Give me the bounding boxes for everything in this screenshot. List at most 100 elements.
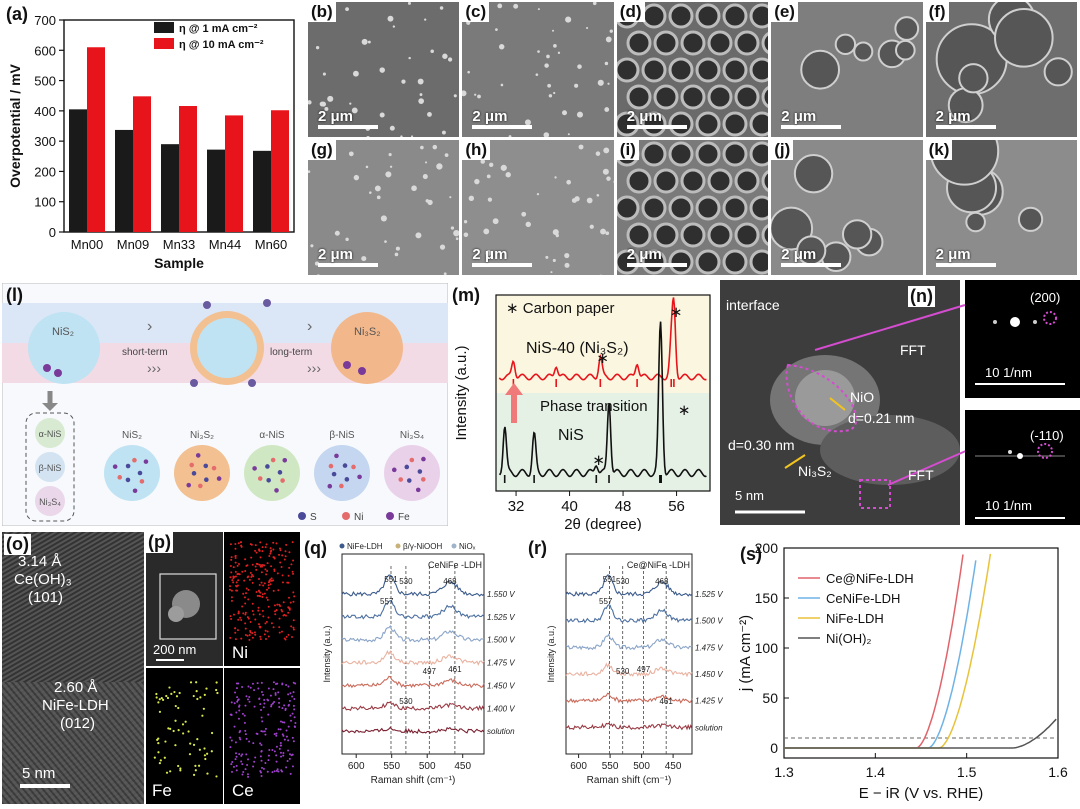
hrtem-lattice-image: 3.14 Å Ce(OH)₃ (101) 2.60 Å NiFe-LDH (01…	[2, 532, 144, 804]
a-ytick: 500	[34, 74, 56, 89]
o-012: (012)	[60, 715, 95, 732]
raman-ylabel: Intensity (a.u.)	[322, 625, 332, 682]
raman-spectrum	[342, 626, 484, 642]
a-ytick: 200	[34, 164, 56, 179]
s-xtick: 1.4	[866, 764, 886, 780]
a-bar	[161, 144, 179, 232]
panel-n: interface NiO d=0.21 nm d=0.30 nm Ni₃S₂ …	[720, 280, 1080, 525]
legend-dot	[298, 512, 306, 520]
raman-xtick: 600	[570, 761, 587, 772]
scale-bar-label: 2 μm	[627, 108, 662, 125]
legend-dot	[342, 512, 350, 520]
m-xlabel: 2θ (degree)	[564, 516, 642, 531]
m-carbon-marker: ∗	[670, 304, 683, 321]
raman-legend-label: β/γ-NiOOH	[403, 542, 442, 551]
a-bar	[179, 106, 197, 232]
o-d314: 3.14 Å	[18, 553, 61, 570]
a-ytick: 300	[34, 134, 56, 149]
a-ytick: 700	[34, 13, 56, 28]
legend-label: S	[310, 512, 317, 523]
scale-bar	[781, 263, 841, 267]
fft-top-scale: 10 1/nm	[985, 365, 1032, 380]
label-fft-1: FFT	[900, 342, 926, 358]
raman-spectrum	[566, 605, 692, 623]
s-ytick: 100	[755, 640, 779, 656]
svg-text:›››: ›››	[307, 360, 321, 376]
sem-image-f: 2 μm(f)	[926, 2, 1077, 137]
panel-label-n: (n)	[908, 286, 935, 307]
scale-bar	[318, 125, 378, 129]
raman-peak-label: 497	[637, 665, 651, 674]
m-series-label-2: NiS	[558, 427, 584, 444]
m-series-label-1: NiS-40 (Ni₃S₂)	[526, 340, 629, 357]
eds-mapping: 200 nm Ni Fe Ce	[146, 532, 300, 804]
panel-label-l: (l)	[6, 285, 23, 306]
s-ytick: 150	[755, 590, 779, 606]
arrow-label-short: short-term	[122, 347, 168, 358]
a-xtick: Mn33	[163, 237, 196, 252]
svg-text:›: ›	[147, 318, 152, 335]
raman-xtick: 450	[665, 761, 682, 772]
raman-spectrum	[566, 634, 692, 649]
raman-peak-label: 461	[659, 697, 673, 706]
raman-xlabel: Raman shift (cm⁻¹)	[371, 775, 456, 786]
panel-label-q: (q)	[304, 538, 327, 559]
scale-bar-label: 2 μm	[936, 246, 971, 263]
side-phase-label: Ni₃S₄	[39, 497, 61, 507]
raman-spectrum	[566, 723, 692, 729]
panel-label-o: (o)	[4, 534, 31, 555]
raman-sample-title: CeNiFe -LDH	[428, 560, 482, 570]
scale-bar	[781, 125, 841, 129]
raman-potential-label: 1.525 V	[695, 590, 723, 599]
o-d260: 2.60 Å	[54, 679, 97, 696]
a-legend-label: η @ 1 mA cm⁻²	[179, 23, 258, 35]
a-ylabel: Overpotential / mV	[7, 63, 23, 187]
raman-spectrum	[342, 676, 484, 687]
panel-label-r: (r)	[528, 538, 547, 559]
panel-label-i: (i)	[617, 140, 639, 160]
state-label-2: Ni₃S₂	[354, 326, 380, 338]
o-scale: 5 nm	[22, 765, 55, 782]
raman-ylabel: Intensity (a.u.)	[546, 625, 556, 682]
m-ylabel: Intensity (a.u.)	[453, 345, 470, 440]
m-carbon-marker: ∗	[678, 402, 691, 419]
m-xtick: 40	[561, 498, 578, 515]
raman-peak-label: 468	[443, 577, 457, 586]
panel-label-b: (b)	[308, 2, 336, 22]
scale-bar-label: 2 μm	[318, 246, 353, 263]
raman-peak-label: 497	[423, 667, 437, 676]
sem-image-i: 2 μm(i)	[617, 140, 768, 275]
fft-top	[965, 280, 1080, 398]
raman-xtick: 550	[602, 761, 619, 772]
m-xtick: 48	[615, 498, 632, 515]
phase-label: Ni₃S₄	[400, 430, 424, 441]
sem-image-g: 2 μm(g)	[308, 140, 459, 275]
raman-spectrum	[342, 601, 484, 619]
a-bar	[87, 47, 105, 232]
a-bar	[271, 110, 289, 232]
m-carbon-marker: ∗	[592, 452, 605, 469]
o-ceoh3: Ce(OH)₃	[14, 571, 72, 588]
nis2-sphere	[28, 312, 100, 384]
panel-p: 200 nm Ni Fe Ce (p)	[146, 532, 300, 804]
raman-potential-label: 1.525 V	[487, 613, 515, 622]
panel-label-j: (j)	[771, 140, 793, 160]
raman-spectrum	[342, 651, 484, 664]
raman-peak-label: 557	[599, 597, 613, 606]
panel-label-c: (c)	[462, 2, 489, 22]
raman-potential-label: 1.550 V	[487, 590, 515, 599]
fft-top-index: (200)	[1030, 290, 1060, 305]
raman-potential-label: solution	[695, 723, 723, 732]
label-fft-2: FFT	[908, 467, 934, 483]
label-d021: d=0.21 nm	[848, 410, 915, 426]
raman-potential-label: 1.450 V	[487, 681, 515, 690]
sem-image-grid: 2 μm(b)2 μm(c)2 μm(d)2 μm(e)2 μm(f)2 μm(…	[308, 2, 1080, 278]
state-label-1: NiS₂	[52, 326, 74, 338]
sem-image-d: 2 μm(d)	[617, 2, 768, 137]
raman-spectrum	[342, 727, 484, 733]
raman-potential-label: 1.425 V	[695, 697, 723, 706]
scale-bar	[936, 125, 996, 129]
scale-bar	[627, 125, 687, 129]
